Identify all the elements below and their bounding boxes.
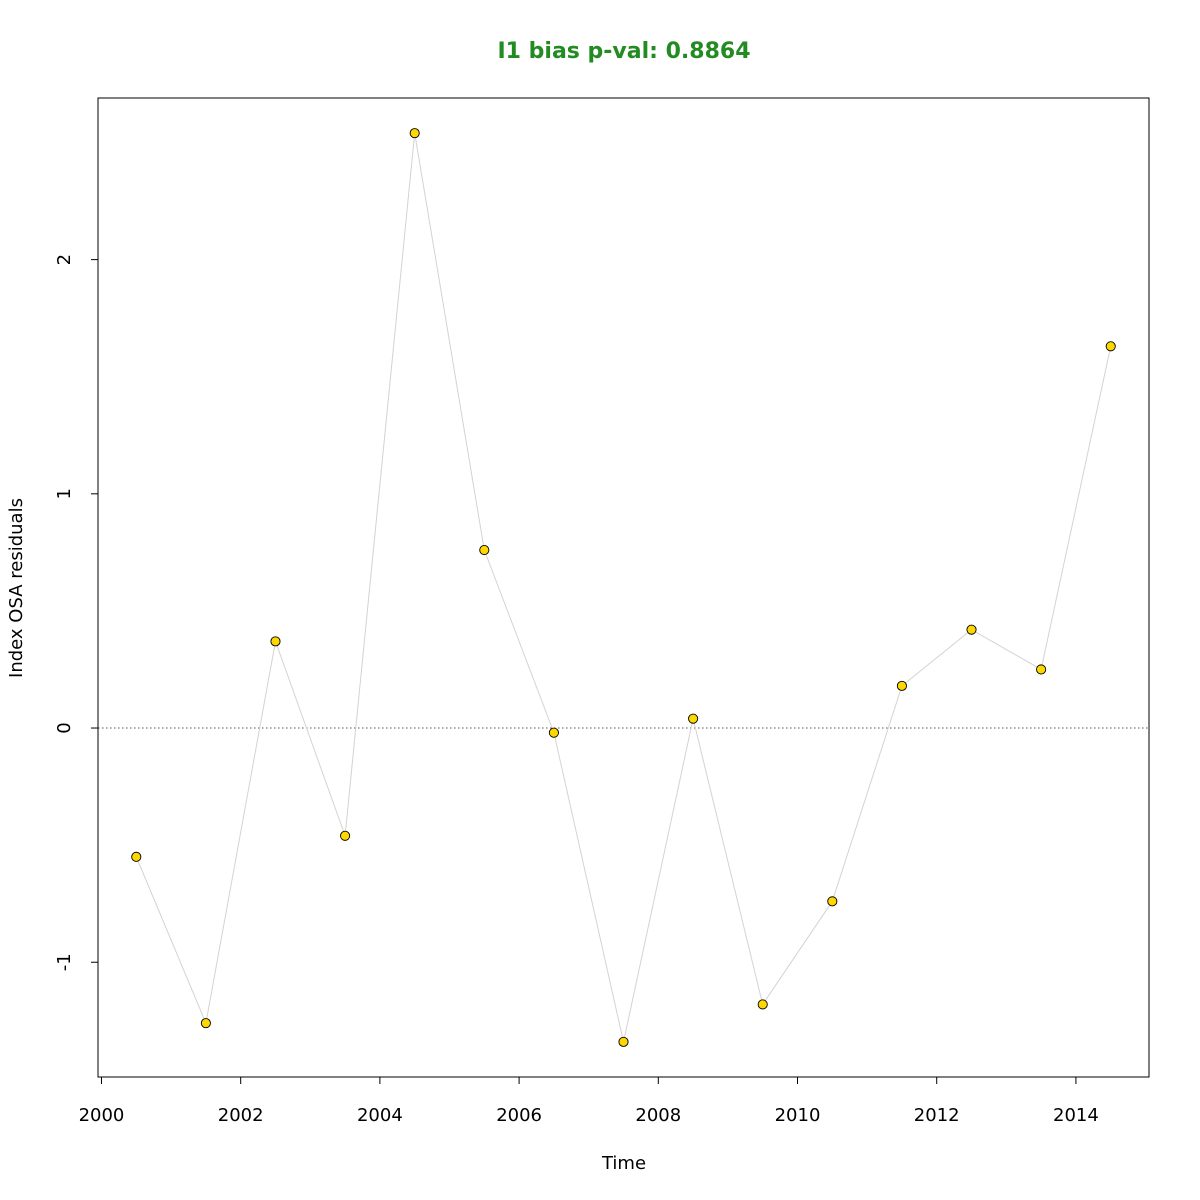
x-tick-label: 2010 [775, 1105, 821, 1126]
x-tick-label: 2014 [1053, 1105, 1099, 1126]
data-point [1036, 664, 1047, 675]
data-point [131, 851, 142, 862]
y-tick-label: 0 [54, 722, 75, 733]
data-point [340, 830, 351, 841]
x-axis: 2000 2002 2004 2006 2008 2010 2012 2014 [79, 1076, 1099, 1126]
x-axis-title: Time [601, 1153, 646, 1174]
y-tick-label: -1 [54, 953, 75, 971]
data-point [548, 727, 559, 738]
data-point [409, 128, 420, 139]
data-point [688, 713, 699, 724]
y-tick-label: 2 [54, 254, 75, 265]
data-point [618, 1036, 629, 1047]
chart-title: I1 bias p-val: 0.8864 [498, 39, 751, 64]
data-point [827, 896, 838, 907]
data-points [131, 128, 1116, 1047]
y-tick-label: 1 [54, 488, 75, 499]
series-line [135, 133, 1112, 1042]
x-tick-label: 2002 [218, 1105, 264, 1126]
y-axis-title: Index OSA residuals [6, 498, 27, 678]
data-point [200, 1018, 211, 1029]
x-tick-label: 2000 [79, 1105, 125, 1126]
x-tick-label: 2008 [635, 1105, 681, 1126]
data-point [757, 999, 768, 1010]
data-point [270, 636, 281, 647]
x-tick-label: 2006 [496, 1105, 542, 1126]
y-axis: -1 0 1 2 [54, 254, 99, 971]
data-point [479, 544, 490, 556]
data-point [966, 624, 977, 635]
x-tick-label: 2012 [914, 1105, 960, 1126]
x-tick-label: 2004 [357, 1105, 403, 1126]
plot-frame [97, 97, 1150, 1078]
data-point [896, 680, 907, 691]
data-point [1105, 341, 1116, 352]
